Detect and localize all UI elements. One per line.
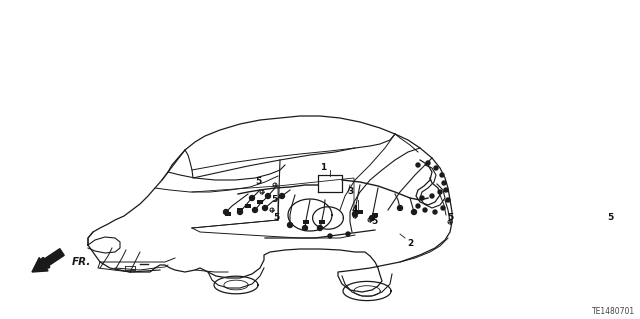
- Text: 3: 3: [347, 188, 353, 197]
- Text: 5: 5: [273, 213, 279, 222]
- FancyArrow shape: [32, 249, 64, 272]
- Circle shape: [440, 173, 444, 177]
- Bar: [319, 220, 325, 224]
- Circle shape: [433, 210, 437, 214]
- Bar: [237, 208, 243, 212]
- Circle shape: [423, 208, 427, 212]
- Circle shape: [430, 194, 434, 198]
- Circle shape: [287, 222, 292, 227]
- Circle shape: [317, 226, 323, 231]
- Circle shape: [420, 196, 424, 200]
- Circle shape: [444, 188, 448, 192]
- Circle shape: [223, 210, 228, 214]
- Circle shape: [253, 207, 257, 212]
- Text: 4: 4: [352, 205, 358, 214]
- Circle shape: [346, 232, 350, 236]
- Circle shape: [266, 194, 271, 198]
- Text: 5: 5: [255, 177, 261, 187]
- Circle shape: [426, 161, 430, 165]
- Circle shape: [441, 206, 445, 210]
- Text: 5: 5: [447, 213, 453, 222]
- Text: 2: 2: [407, 239, 413, 248]
- Bar: [372, 213, 378, 217]
- Circle shape: [416, 204, 420, 208]
- Circle shape: [397, 205, 403, 211]
- Circle shape: [446, 198, 450, 202]
- Circle shape: [303, 226, 307, 231]
- Bar: [357, 210, 363, 214]
- Text: 1: 1: [320, 164, 326, 173]
- Text: FR.: FR.: [72, 257, 92, 267]
- Circle shape: [369, 216, 374, 220]
- Circle shape: [412, 210, 417, 214]
- Circle shape: [328, 234, 332, 238]
- Text: 5: 5: [371, 218, 377, 226]
- Circle shape: [353, 211, 358, 217]
- Bar: [303, 220, 309, 224]
- Circle shape: [237, 210, 243, 214]
- Circle shape: [280, 194, 285, 198]
- Circle shape: [434, 166, 438, 170]
- Circle shape: [416, 163, 420, 167]
- Circle shape: [438, 190, 442, 194]
- Circle shape: [250, 196, 255, 201]
- Bar: [245, 204, 251, 208]
- Text: TE1480701: TE1480701: [592, 307, 635, 316]
- Text: 5: 5: [607, 213, 613, 222]
- Bar: [257, 200, 263, 204]
- Text: 5: 5: [271, 196, 277, 204]
- Bar: [225, 212, 231, 216]
- Circle shape: [442, 181, 446, 185]
- Circle shape: [262, 205, 268, 211]
